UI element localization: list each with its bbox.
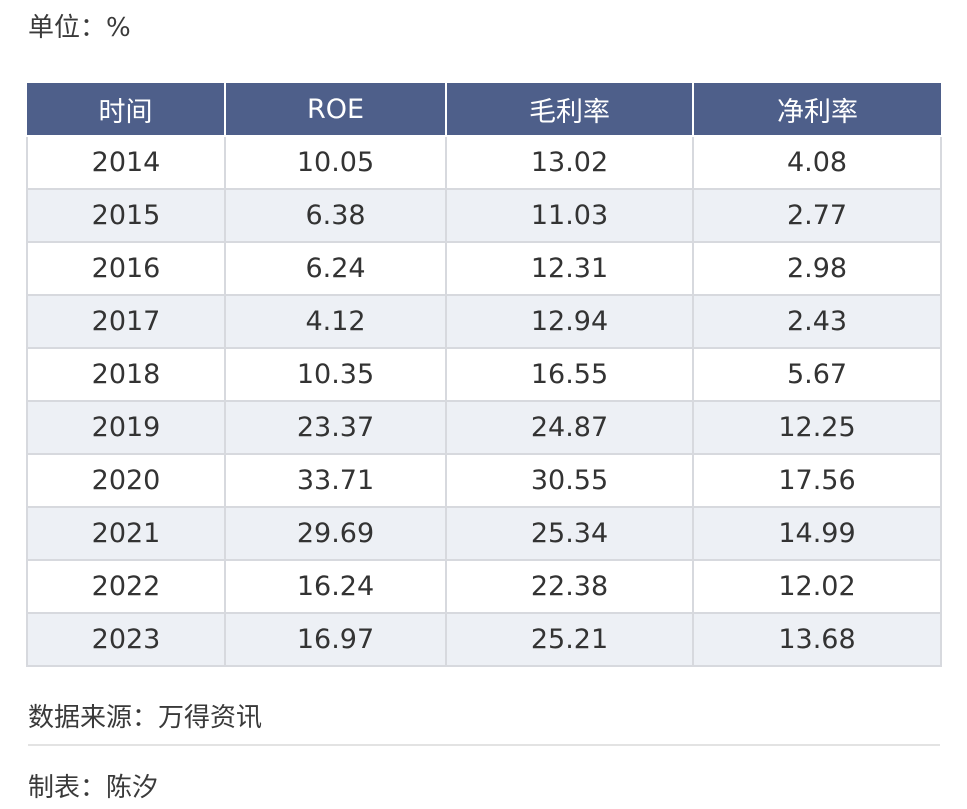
table-row: 2022 16.24 22.38 12.02: [26, 559, 942, 614]
cell-year: 2014: [26, 135, 226, 190]
unit-label: 单位：%: [28, 13, 131, 43]
table-row: 2016 6.24 12.31 2.98: [26, 241, 942, 296]
table-row: 2019 23.37 24.87 12.25: [26, 400, 942, 455]
cell-net-margin: 5.67: [692, 347, 942, 402]
table-row: 2018 10.35 16.55 5.67: [26, 347, 942, 402]
table-row: 2021 29.69 25.34 14.99: [26, 506, 942, 561]
cell-gross-margin: 25.34: [445, 506, 694, 561]
header-cell-gross-margin: 毛利率: [445, 83, 694, 137]
cell-gross-margin: 11.03: [445, 188, 694, 243]
cell-gross-margin: 12.31: [445, 241, 694, 296]
source-label: 数据来源：万得资讯: [28, 703, 263, 733]
cell-net-margin: 2.98: [692, 241, 942, 296]
cell-roe: 10.05: [224, 135, 447, 190]
table-header: 时间 ROE 毛利率 净利率: [27, 83, 941, 137]
cell-gross-margin: 30.55: [445, 453, 694, 508]
cell-net-margin: 13.68: [692, 612, 942, 667]
author-label: 制表：陈汐: [28, 773, 159, 803]
cell-roe: 6.24: [224, 241, 447, 296]
table-row: 2014 10.05 13.02 4.08: [26, 135, 942, 190]
cell-roe: 16.97: [224, 612, 447, 667]
cell-roe: 6.38: [224, 188, 447, 243]
cell-year: 2017: [26, 294, 226, 349]
divider: [28, 744, 940, 746]
table-row: 2023 16.97 25.21 13.68: [26, 612, 942, 667]
data-table-container: 时间 ROE 毛利率 净利率 2014 10.05 13.02 4.08 2015 6.3…: [26, 83, 942, 667]
table-row: 2015 6.38 11.03 2.77: [26, 188, 942, 243]
cell-roe: 29.69: [224, 506, 447, 561]
cell-year: 2018: [26, 347, 226, 402]
cell-net-margin: 2.77: [692, 188, 942, 243]
cell-year: 2015: [26, 188, 226, 243]
cell-net-margin: 12.25: [692, 400, 942, 455]
cell-roe: 16.24: [224, 559, 447, 614]
cell-net-margin: 4.08: [692, 135, 942, 190]
cell-net-margin: 2.43: [692, 294, 942, 349]
cell-roe: 33.71: [224, 453, 447, 508]
cell-year: 2016: [26, 241, 226, 296]
table-row: 2017 4.12 12.94 2.43: [26, 294, 942, 349]
header-cell-time: 时间: [27, 83, 226, 137]
cell-net-margin: 14.99: [692, 506, 942, 561]
header-cell-roe: ROE: [224, 83, 447, 137]
cell-roe: 4.12: [224, 294, 447, 349]
cell-gross-margin: 16.55: [445, 347, 694, 402]
cell-gross-margin: 22.38: [445, 559, 694, 614]
cell-year: 2020: [26, 453, 226, 508]
cell-gross-margin: 24.87: [445, 400, 694, 455]
header-row: 时间 ROE 毛利率 净利率: [27, 83, 941, 137]
cell-net-margin: 17.56: [692, 453, 942, 508]
table-row: 2020 33.71 30.55 17.56: [26, 453, 942, 508]
header-cell-net-margin: 净利率: [692, 83, 941, 137]
cell-roe: 23.37: [224, 400, 447, 455]
cell-gross-margin: 12.94: [445, 294, 694, 349]
cell-year: 2019: [26, 400, 226, 455]
cell-year: 2022: [26, 559, 226, 614]
cell-year: 2021: [26, 506, 226, 561]
data-table: 时间 ROE 毛利率 净利率 2014 10.05 13.02 4.08 2015 6.3…: [26, 83, 942, 667]
cell-gross-margin: 25.21: [445, 612, 694, 667]
cell-gross-margin: 13.02: [445, 135, 694, 190]
cell-roe: 10.35: [224, 347, 447, 402]
cell-net-margin: 12.02: [692, 559, 942, 614]
cell-year: 2023: [26, 612, 226, 667]
table-body: 2014 10.05 13.02 4.08 2015 6.38 11.03 2.77 2016 6…: [26, 135, 942, 667]
